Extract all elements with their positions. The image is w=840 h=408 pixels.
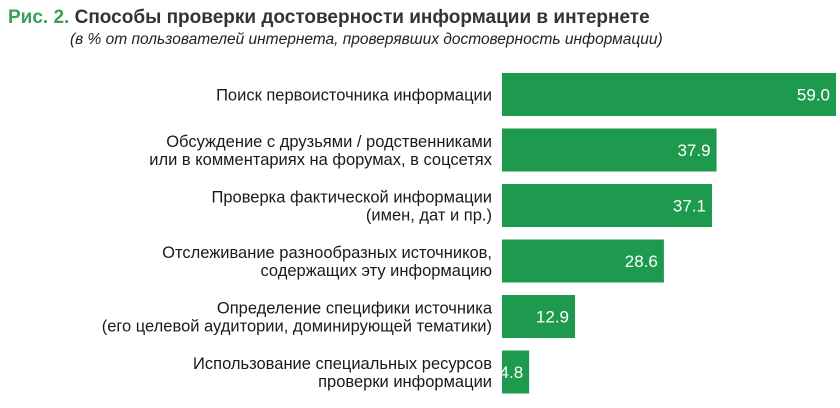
title-text: Способы проверки достоверности информаци… <box>74 7 650 28</box>
category-label-line: или в комментариях на форумах, в соцсетя… <box>149 151 492 169</box>
category-label-line: Определение специфики источника <box>217 300 493 318</box>
bar-4 <box>502 239 664 283</box>
category-label-line: Обсуждение с друзьями / родственниками <box>166 133 492 151</box>
category-label-2: Обсуждение с друзьями / родственниками ил… <box>149 133 492 169</box>
category-label-1: Поиск первоисточника информации <box>216 87 492 105</box>
category-label-line: (его целевой аудитории, доминирующей тем… <box>102 318 492 336</box>
value-label-3: 37.1 <box>673 197 706 216</box>
figure-label: Рис. 2. <box>8 7 70 28</box>
bar-6 <box>502 350 530 394</box>
category-label-line: Использование специальных ресурсов <box>193 355 492 373</box>
category-label-line: Проверка фактической информации <box>212 189 492 207</box>
value-label-4: 28.6 <box>625 252 658 271</box>
category-label-3: Проверка фактической информации (имен, да… <box>212 189 492 225</box>
category-label-line: содержащих эту информацию <box>260 262 492 280</box>
category-label-line: Отслеживание разнообразных источников, <box>162 244 492 262</box>
bar-3 <box>502 184 713 227</box>
bar-2 <box>502 128 717 172</box>
category-label-4: Отслеживание разнообразных источников, со… <box>162 244 492 280</box>
value-label-1: 59.0 <box>797 86 830 105</box>
chart-header: Рис. 2. Способы проверки достоверности и… <box>8 6 832 50</box>
category-label-6: Использование специальных ресурсов провер… <box>193 355 492 391</box>
value-label-5: 12.9 <box>536 308 569 327</box>
bar-1 <box>502 73 836 116</box>
category-label-line: Поиск первоисточника информации <box>216 87 492 105</box>
category-label-line: (имен, дат и пр.) <box>366 207 492 225</box>
value-label-2: 37.9 <box>677 141 710 160</box>
bar-5 <box>502 295 576 338</box>
category-label-line: проверки информации <box>318 373 492 391</box>
chart-title: Рис. 2. Способы проверки достоверности и… <box>8 6 832 30</box>
category-label-5: Определение специфики источника (его целе… <box>102 300 493 336</box>
value-label-6: 4.8 <box>500 363 524 382</box>
chart-subtitle: (в % от пользователей интернета, проверя… <box>70 31 663 48</box>
